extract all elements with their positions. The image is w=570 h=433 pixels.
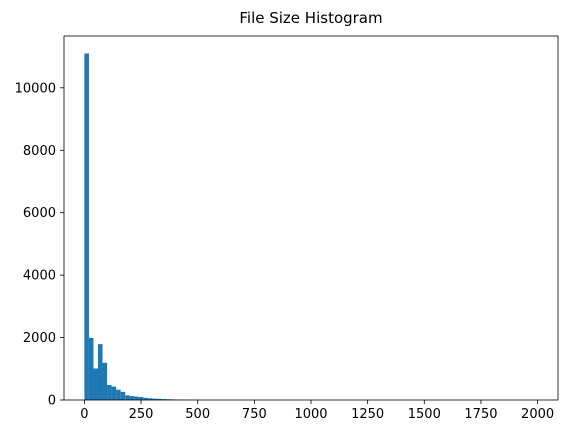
y-tick-label: 0	[48, 394, 56, 409]
histogram-bar	[88, 337, 94, 400]
y-tick-label: 6000	[23, 206, 56, 221]
histogram-bar	[147, 398, 153, 400]
x-tick-label: 2000	[521, 407, 554, 422]
histogram-bar	[129, 396, 135, 400]
x-tick-label: 1000	[294, 407, 327, 422]
x-axis-ticks: 0 250 500 750 1000 1250 1500 1750 2000	[80, 400, 554, 422]
histogram-bar	[138, 397, 144, 400]
chart-title: File Size Histogram	[239, 9, 382, 27]
x-tick-label: 1500	[408, 407, 441, 422]
y-tick-label: 2000	[23, 331, 56, 346]
histogram-bar	[156, 398, 162, 400]
x-tick-label: 1750	[464, 407, 497, 422]
histogram-bar	[97, 344, 103, 400]
y-tick-label: 4000	[23, 269, 56, 284]
histogram-bar	[111, 386, 117, 400]
histogram-bar	[84, 53, 89, 400]
histogram-bar	[93, 368, 98, 400]
y-axis-ticks: 0 2000 4000 6000 8000 10000	[15, 81, 64, 409]
y-tick-label: 8000	[23, 144, 56, 159]
histogram-bar	[107, 385, 112, 400]
histogram-bar	[102, 362, 108, 400]
histogram-bar	[125, 395, 130, 400]
histogram-bar	[120, 391, 126, 400]
x-tick-label: 0	[80, 407, 88, 422]
histogram-bar	[143, 397, 148, 400]
y-tick-label: 10000	[15, 81, 56, 96]
x-tick-label: 750	[242, 407, 267, 422]
histogram-bar	[152, 398, 157, 400]
histogram-bars	[84, 53, 221, 400]
histogram-bar	[161, 399, 166, 400]
histogram-bar	[134, 396, 139, 400]
x-tick-label: 1250	[351, 407, 384, 422]
histogram-bar	[116, 389, 121, 400]
x-tick-label: 500	[185, 407, 210, 422]
plot-area-frame	[63, 35, 559, 401]
x-tick-label: 250	[129, 407, 154, 422]
